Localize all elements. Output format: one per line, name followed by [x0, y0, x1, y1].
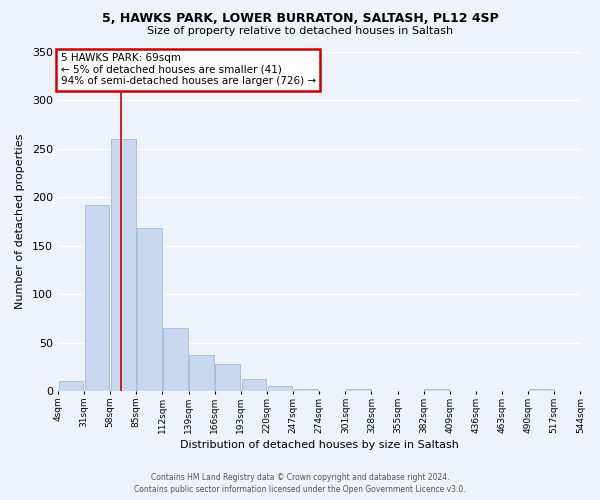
- Bar: [242, 380, 266, 391]
- Text: Size of property relative to detached houses in Saltash: Size of property relative to detached ho…: [147, 26, 453, 36]
- Bar: [529, 389, 554, 391]
- Bar: [85, 205, 109, 391]
- Bar: [294, 389, 319, 391]
- Bar: [59, 382, 83, 391]
- Y-axis label: Number of detached properties: Number of detached properties: [15, 134, 25, 309]
- Bar: [189, 355, 214, 391]
- Bar: [268, 386, 292, 391]
- Bar: [137, 228, 161, 391]
- Bar: [424, 389, 449, 391]
- X-axis label: Distribution of detached houses by size in Saltash: Distribution of detached houses by size …: [180, 440, 459, 450]
- Bar: [163, 328, 188, 391]
- Text: 5 HAWKS PARK: 69sqm
← 5% of detached houses are smaller (41)
94% of semi-detache: 5 HAWKS PARK: 69sqm ← 5% of detached hou…: [61, 53, 316, 86]
- Text: Contains HM Land Registry data © Crown copyright and database right 2024.
Contai: Contains HM Land Registry data © Crown c…: [134, 472, 466, 494]
- Text: 5, HAWKS PARK, LOWER BURRATON, SALTASH, PL12 4SP: 5, HAWKS PARK, LOWER BURRATON, SALTASH, …: [101, 12, 499, 26]
- Bar: [215, 364, 240, 391]
- Bar: [346, 389, 371, 391]
- Bar: [111, 139, 136, 391]
